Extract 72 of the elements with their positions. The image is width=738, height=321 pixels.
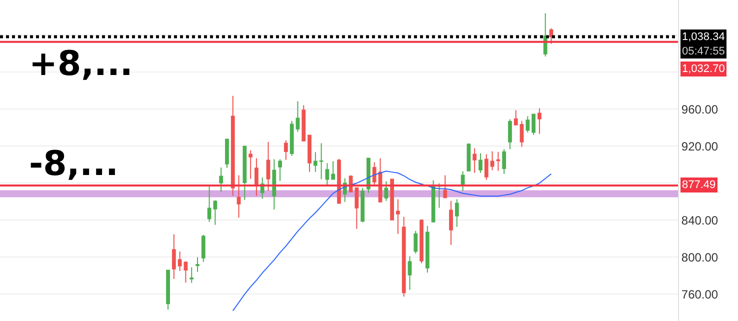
candlestick (319, 142, 324, 180)
candlestick (484, 154, 488, 180)
candlestick (543, 12, 548, 58)
candlestick (372, 162, 376, 187)
candlestick (302, 104, 306, 142)
candlestick (266, 141, 270, 192)
candlestick (331, 160, 336, 180)
candlestick (290, 120, 294, 156)
candlestick (414, 230, 418, 254)
candlestick (313, 152, 318, 172)
candlestick (532, 114, 536, 136)
candlestick (466, 142, 471, 172)
candlestick (236, 174, 241, 218)
candlestick (490, 150, 494, 171)
y-tick-label: 760.00 (681, 287, 718, 302)
candlestick (325, 162, 330, 186)
candlestick (254, 158, 258, 196)
candlestick (178, 251, 182, 272)
candlestick (402, 216, 406, 298)
candlestick (437, 183, 442, 208)
candlestick (508, 118, 512, 150)
candlestick (213, 200, 218, 226)
candlestick (526, 116, 530, 134)
candlestick (184, 260, 188, 284)
candlestick (460, 170, 465, 192)
candlestick (366, 158, 370, 194)
y-tick-label: 840.00 (681, 213, 718, 228)
candlestick (520, 120, 524, 148)
candlestick (472, 148, 477, 174)
candlestick (360, 187, 365, 223)
candlestick (190, 266, 194, 284)
candlestick (272, 158, 276, 210)
y-tick-label: 920.00 (681, 139, 718, 154)
ref-line-label: 1,032.70 (682, 63, 725, 75)
candlestick (390, 178, 394, 220)
candlestick (248, 150, 253, 180)
ref-line-label: 1,038.34 (682, 31, 725, 43)
candlestick (454, 198, 459, 228)
candlestick (354, 187, 359, 230)
candlestick (538, 108, 542, 134)
candlestick (514, 110, 518, 126)
candlestick (219, 167, 224, 192)
annotation: -8,... (29, 144, 118, 184)
candlestick (166, 270, 170, 310)
candlestick (502, 148, 506, 174)
candlestick (478, 152, 482, 174)
candlestick (284, 140, 288, 160)
candlestick (278, 158, 282, 182)
candlestick (230, 95, 235, 196)
candlestick (425, 225, 430, 274)
text: 05:47:55 (682, 45, 725, 58)
candlestick (408, 256, 412, 290)
candlestick (242, 146, 247, 200)
y-tick-label: 960.00 (681, 102, 718, 116)
candlestick (420, 218, 424, 264)
candlestick (296, 100, 300, 132)
candlestick (196, 256, 200, 272)
candlestick (443, 174, 448, 198)
candlestick (431, 180, 436, 222)
candlestick (207, 185, 212, 222)
candlestick (225, 138, 229, 168)
candlestick (172, 234, 176, 280)
y-tick-label: 800.00 (681, 250, 718, 264)
candlestick (384, 180, 388, 202)
candlestick (337, 158, 341, 204)
candlestick (396, 198, 400, 234)
annotation: +8,... (29, 44, 133, 84)
candlestick (308, 134, 312, 172)
candlestick (449, 200, 453, 246)
ref-line-label: 877.49 (682, 179, 716, 191)
candlestick (201, 234, 206, 262)
candlestick (496, 151, 500, 172)
